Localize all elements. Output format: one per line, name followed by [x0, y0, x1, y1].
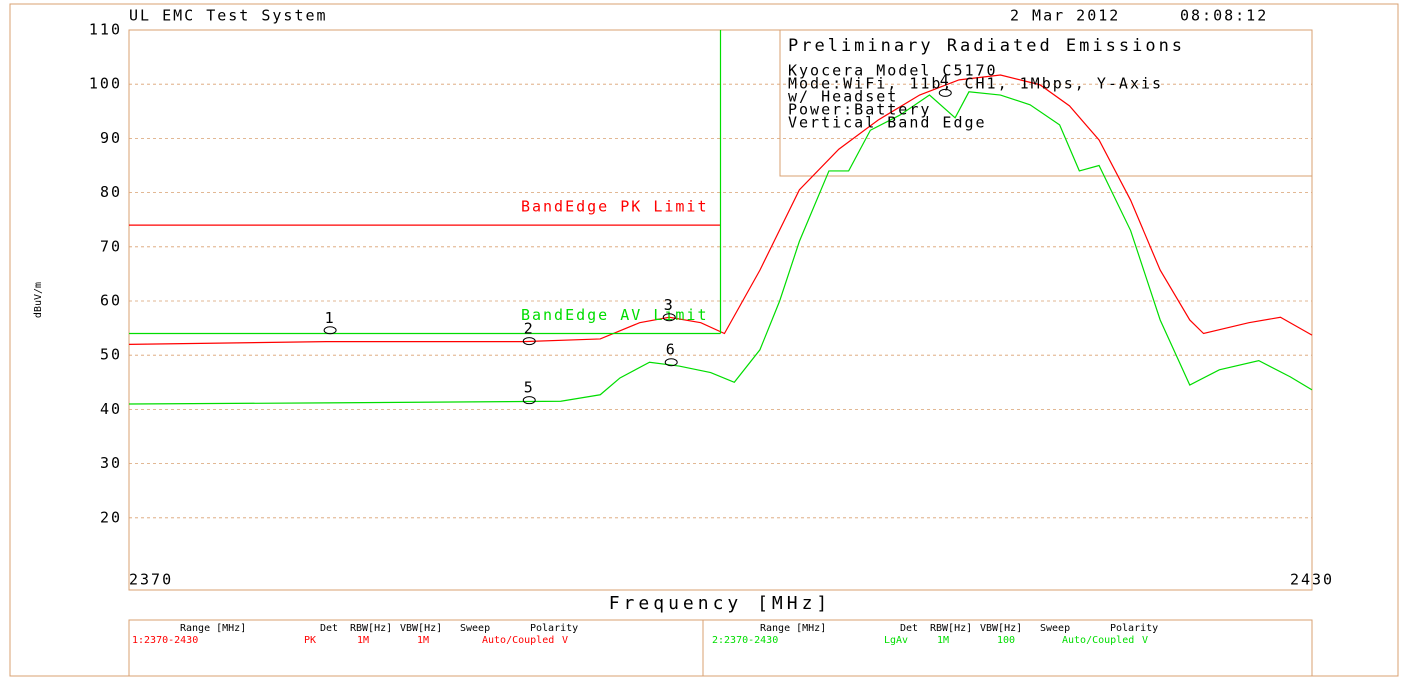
table-header: Polarity	[1110, 623, 1158, 634]
table-header: VBW[Hz]	[980, 623, 1022, 634]
table-header: Polarity	[530, 623, 578, 634]
table-cell: 1M	[357, 635, 369, 646]
trace	[128, 91, 1313, 405]
y-tick-label: 70	[100, 237, 122, 255]
table-cell: Auto/Coupled	[482, 635, 554, 646]
system-name: UL EMC Test System	[129, 7, 328, 25]
table-header: Sweep	[460, 623, 490, 634]
marker-label: 4	[940, 71, 951, 89]
table-header: Det	[320, 623, 338, 634]
marker	[662, 313, 676, 322]
y-tick-label: 80	[100, 183, 122, 201]
table-cell: 100	[997, 635, 1015, 646]
table-cell: 1M	[937, 635, 949, 646]
table-header: RBW[Hz]	[350, 623, 392, 634]
marker	[522, 337, 536, 346]
info-line: Vertical Band Edge	[788, 114, 987, 132]
table-header: VBW[Hz]	[400, 623, 442, 634]
info-title: Preliminary Radiated Emissions	[788, 36, 1185, 56]
info-line: w/ Headset	[788, 88, 898, 106]
marker	[323, 326, 337, 335]
table-header: Sweep	[1040, 623, 1070, 634]
y-tick-label: 40	[100, 400, 122, 418]
marker-label: 2	[524, 320, 535, 338]
y-tick-label: 30	[100, 454, 122, 472]
trace	[128, 74, 1313, 345]
marker	[664, 358, 678, 367]
x-tick-label: 2430	[1290, 571, 1334, 589]
time: 08:08:12	[1180, 7, 1268, 25]
info-line: Kyocera Model C5170	[788, 62, 998, 80]
info-box	[779, 29, 1313, 177]
table-cell: Auto/Coupled	[1062, 635, 1134, 646]
y-tick-label: 60	[100, 292, 122, 310]
table-cell: PK	[304, 635, 316, 646]
table-cell: 2:2370-2430	[712, 635, 778, 646]
table-cell: V	[1142, 635, 1148, 646]
table-cell: 1M	[417, 635, 429, 646]
date: 2 Mar 2012	[1010, 7, 1120, 25]
table-cell: V	[562, 635, 568, 646]
table-header: Det	[900, 623, 918, 634]
x-tick-label: 2370	[129, 571, 173, 589]
y-tick-label: 110	[89, 21, 122, 39]
marker-label: 1	[325, 309, 336, 327]
marker	[938, 88, 952, 97]
marker-label: 3	[664, 296, 675, 314]
limit-label: BandEdge AV Limit	[521, 306, 709, 324]
table-cell: 1:2370-2430	[132, 635, 198, 646]
y-tick-label: 50	[100, 346, 122, 364]
table-header: RBW[Hz]	[930, 623, 972, 634]
info-line: Power:Battery	[788, 101, 931, 119]
y-axis-label: dBuV/m	[33, 282, 44, 318]
table-cell: LgAv	[884, 635, 908, 646]
y-tick-label: 90	[100, 129, 122, 147]
x-axis-label: Frequency [MHz]	[609, 593, 832, 614]
marker	[522, 396, 536, 405]
table-header: Range [MHz]	[760, 623, 826, 634]
table-frame	[128, 619, 1313, 677]
info-line: Mode:WiFi, 11b, CH1, 1Mbps, Y-Axis	[788, 75, 1163, 93]
marker-label: 5	[524, 379, 535, 397]
y-tick-label: 20	[100, 508, 122, 526]
limit-label: BandEdge PK Limit	[521, 198, 709, 216]
marker-label: 6	[666, 341, 677, 359]
y-tick-label: 100	[89, 75, 122, 93]
table-header: Range [MHz]	[180, 623, 246, 634]
